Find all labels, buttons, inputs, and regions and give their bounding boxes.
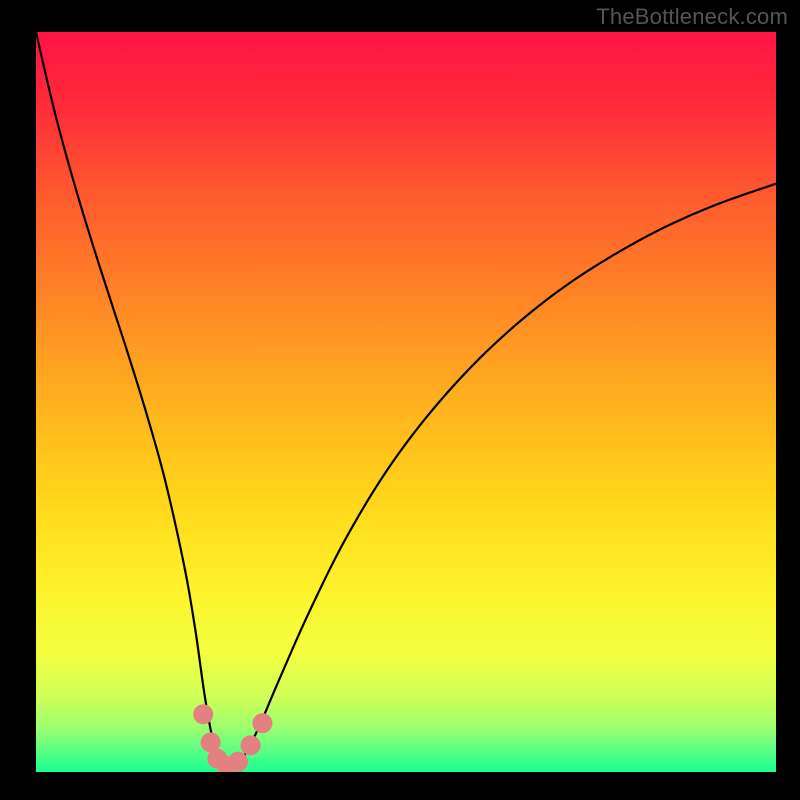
marker-dot xyxy=(228,752,248,772)
plot-area xyxy=(36,32,776,772)
marker-dot xyxy=(193,704,213,724)
marker-dot xyxy=(241,735,261,755)
watermark-text: TheBottleneck.com xyxy=(596,4,788,30)
chart-svg xyxy=(36,32,776,772)
marker-dot xyxy=(252,713,272,733)
gradient-background xyxy=(36,32,776,772)
